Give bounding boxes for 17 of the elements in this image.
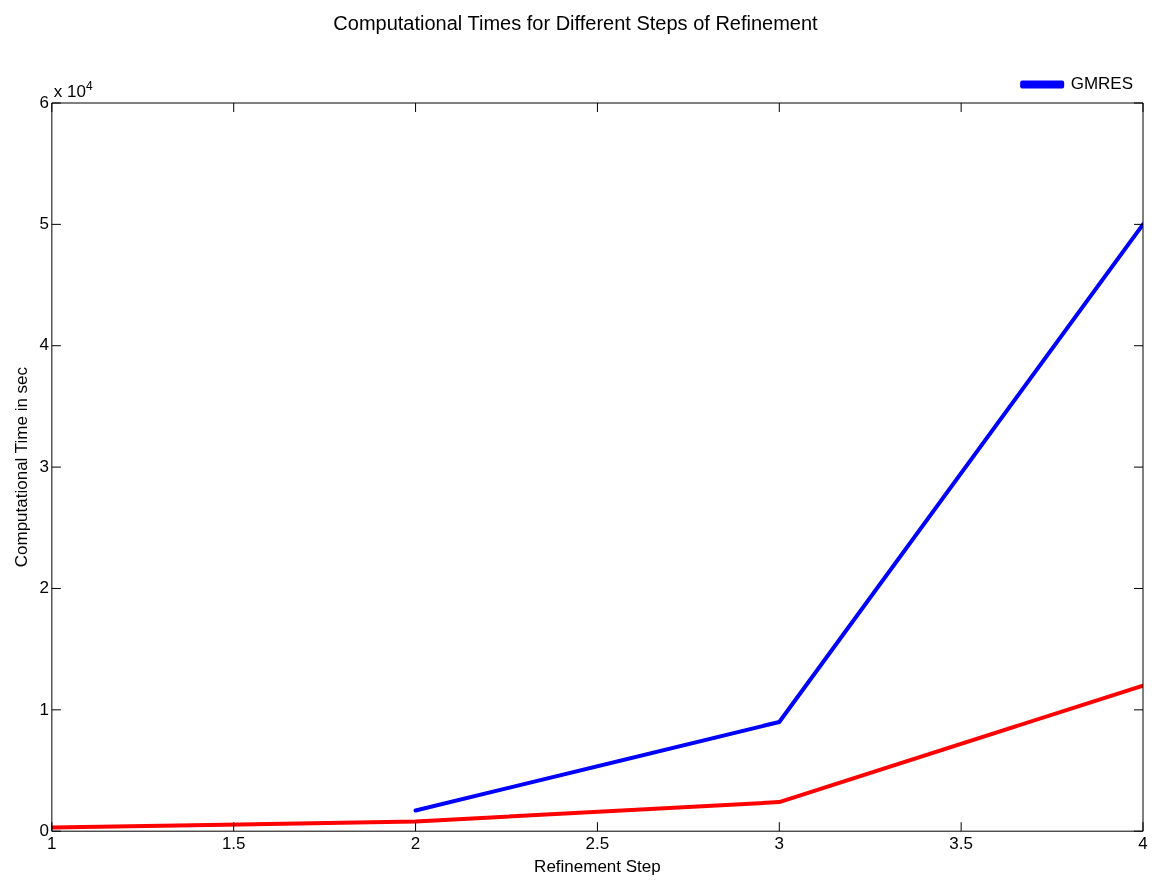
y-tick-label: 0 <box>39 820 49 840</box>
x-tick-label: 4 <box>1138 834 1148 854</box>
x-tick-label: 2 <box>410 834 421 854</box>
y-tick-label: 5 <box>39 214 49 234</box>
x-axis-title: Refinement Step <box>534 857 661 877</box>
x-tick-label: 3 <box>774 834 785 854</box>
x-tick-label: 1.5 <box>221 834 246 854</box>
chart-title: Computational Times for Different Steps of Refinement <box>333 11 819 34</box>
y-tick-label: 3 <box>39 456 49 476</box>
y-tick-label: 6 <box>39 92 49 112</box>
y-tick-label: 4 <box>39 335 49 355</box>
y-tick-label: 1 <box>39 699 49 719</box>
x-tick-label: 2.5 <box>585 834 610 854</box>
x-tick-label: 3.5 <box>949 834 973 854</box>
legend-label: GMRES <box>1070 74 1133 94</box>
y-tick-label: 2 <box>39 578 49 598</box>
y-axis-title: Computational Time in sec <box>11 366 31 568</box>
